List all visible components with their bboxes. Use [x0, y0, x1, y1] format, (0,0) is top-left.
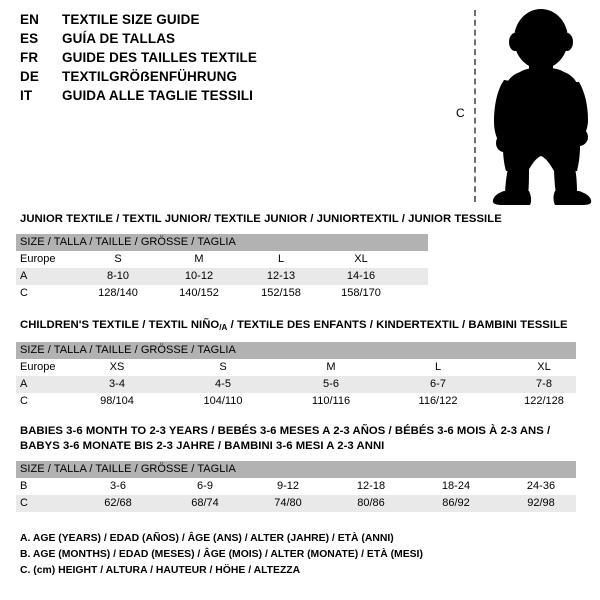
section-junior-title: JUNIOR TEXTILE / TEXTIL JUNIOR/ TEXTILE …	[20, 213, 502, 225]
table-cell: 7-8	[536, 378, 552, 390]
language-text-en: TEXTILE SIZE GUIDE	[62, 12, 200, 27]
table-cell: 80/86	[357, 497, 385, 509]
table-cell: 10-12	[184, 270, 214, 282]
babies-row-c: C 62/68 68/74 74/80 80/86 86/92 92/98	[16, 495, 576, 512]
babies-row-b: B 3-6 6-9 9-12 12-18 18-24 24-36	[0, 478, 600, 495]
table-cell: 122/128	[524, 395, 564, 407]
language-header: EN TEXTILE SIZE GUIDE ES GUÍA DE TALLAS …	[20, 12, 440, 107]
table-cell: 18-24	[441, 480, 471, 492]
children-size-header-row: SIZE / TALLA / TAILLE / GRÖSSE / TAGLIA	[16, 342, 576, 359]
children-row-c: C 98/104 104/110 110/116 116/122 122/128	[0, 393, 600, 410]
table-cell: 6-7	[430, 378, 446, 390]
children-row-c-label: C	[20, 395, 28, 407]
table-cell: M	[194, 253, 204, 265]
junior-row-europe-label: Europe	[20, 253, 56, 265]
table-cell: 3-6	[110, 480, 126, 492]
table-cell: 12-18	[356, 480, 386, 492]
section-babies: BABIES 3-6 MONTH TO 2-3 YEARS / BEBÉS 3-…	[0, 424, 600, 512]
babies-row-b-label: B	[20, 480, 28, 492]
table-cell: M	[326, 361, 336, 373]
table-cell: 152/158	[261, 287, 301, 299]
toddler-silhouette-icon	[492, 9, 592, 205]
language-code-de: DE	[20, 69, 39, 84]
section-babies-title-line1: BABIES 3-6 MONTH TO 2-3 YEARS / BEBÉS 3-…	[20, 425, 551, 437]
children-row-a: A 3-4 4-5 5-6 6-7 7-8	[16, 376, 576, 393]
junior-size-header-label: SIZE / TALLA / TAILLE / GRÖSSE / TAGLIA	[20, 236, 236, 248]
section-junior: JUNIOR TEXTILE / TEXTIL JUNIOR/ TEXTILE …	[0, 212, 600, 302]
children-row-europe: Europe XS S M L XL	[0, 359, 600, 376]
language-text-de: TEXTILGRÖẞENFÜHRUNG	[62, 69, 238, 84]
section-children: CHILDREN'S TEXTILE / TEXTIL NIÑO/A / TEX…	[0, 318, 600, 410]
junior-size-table: SIZE / TALLA / TAILLE / GRÖSSE / TAGLIA …	[0, 234, 600, 302]
junior-row-europe: Europe S M L XL	[0, 251, 600, 268]
babies-size-header-row: SIZE / TALLA / TAILLE / GRÖSSE / TAGLIA	[16, 461, 576, 478]
table-cell: L	[277, 253, 285, 265]
legend-block: A. AGE (YEARS) / EDAD (AÑOS) / ÂGE (ANS)…	[20, 531, 580, 579]
table-cell: S	[219, 361, 227, 373]
height-measure-label: C	[456, 106, 465, 120]
table-cell: 74/80	[274, 497, 302, 509]
section-children-title-post: / TEXTILE DES ENFANTS / KINDERTEXTIL / B…	[227, 319, 568, 331]
table-cell: 5-6	[323, 378, 339, 390]
section-children-title-pre: CHILDREN'S TEXTILE / TEXTIL NIÑO	[20, 319, 220, 331]
table-cell: 116/122	[418, 395, 458, 407]
language-row-fr: FR GUIDE DES TAILLES TEXTILE	[20, 50, 440, 69]
junior-row-c-label: C	[20, 287, 28, 299]
table-cell: XL	[354, 253, 368, 265]
language-code-es: ES	[20, 31, 39, 46]
table-cell: 12-13	[266, 270, 296, 282]
children-size-header-label: SIZE / TALLA / TAILLE / GRÖSSE / TAGLIA	[20, 344, 236, 356]
language-code-en: EN	[20, 12, 39, 27]
table-cell: 4-5	[215, 378, 231, 390]
table-cell: 104/110	[203, 395, 243, 407]
table-cell: 98/104	[100, 395, 134, 407]
children-size-table: SIZE / TALLA / TAILLE / GRÖSSE / TAGLIA …	[0, 342, 600, 410]
children-row-a-label: A	[20, 378, 28, 390]
children-row-europe-label: Europe	[20, 361, 56, 373]
height-diagram: C	[440, 0, 600, 210]
height-dashed-line	[474, 10, 476, 202]
language-text-es: GUÍA DE TALLAS	[62, 31, 176, 46]
table-cell: 9-12	[276, 480, 300, 492]
table-cell: S	[114, 253, 122, 265]
section-children-title-sub: /A	[219, 323, 228, 332]
junior-row-a-label: A	[20, 270, 28, 282]
section-babies-title-line2: BABYS 3-6 MONATE BIS 2-3 JAHRE / BAMBINI…	[20, 440, 385, 452]
junior-size-header-row: SIZE / TALLA / TAILLE / GRÖSSE / TAGLIA	[16, 234, 428, 251]
language-code-it: IT	[20, 88, 33, 103]
table-cell: 6-9	[197, 480, 213, 492]
table-cell: 14-16	[346, 270, 376, 282]
language-code-fr: FR	[20, 50, 39, 65]
language-text-it: GUIDA ALLE TAGLIE TESSILI	[62, 88, 253, 103]
language-row-it: IT GUIDA ALLE TAGLIE TESSILI	[20, 88, 440, 107]
table-cell: 158/170	[341, 287, 381, 299]
table-cell: 24-36	[526, 480, 556, 492]
table-cell: XS	[109, 361, 125, 373]
babies-row-c-label: C	[20, 497, 28, 509]
babies-size-table: SIZE / TALLA / TAILLE / GRÖSSE / TAGLIA …	[0, 461, 600, 512]
section-children-title: CHILDREN'S TEXTILE / TEXTIL NIÑO/A / TEX…	[20, 318, 600, 335]
language-row-es: ES GUÍA DE TALLAS	[20, 31, 440, 50]
table-cell: 3-4	[109, 378, 125, 390]
table-cell: 110/116	[311, 395, 351, 407]
table-cell: 92/98	[527, 497, 555, 509]
legend-line-a: A. AGE (YEARS) / EDAD (AÑOS) / ÂGE (ANS)…	[20, 533, 394, 544]
legend-line-b: B. AGE (MONTHS) / EDAD (MESES) / ÂGE (MO…	[20, 549, 423, 560]
babies-size-header-label: SIZE / TALLA / TAILLE / GRÖSSE / TAGLIA	[20, 463, 236, 475]
table-cell: 68/74	[191, 497, 219, 509]
language-row-de: DE TEXTILGRÖẞENFÜHRUNG	[20, 69, 440, 88]
table-cell: 128/140	[98, 287, 138, 299]
language-row-en: EN TEXTILE SIZE GUIDE	[20, 12, 440, 31]
table-cell: 86/92	[442, 497, 470, 509]
legend-line-c: C. (cm) HEIGHT / ALTURA / HAUTEUR / HÖHE…	[20, 565, 301, 576]
table-cell: 140/152	[179, 287, 219, 299]
table-cell: 62/68	[104, 497, 132, 509]
junior-row-a: A 8-10 10-12 12-13 14-16	[16, 268, 428, 285]
table-cell: 8-10	[106, 270, 130, 282]
junior-row-c: C 128/140 140/152 152/158 158/170	[0, 285, 600, 302]
table-cell: XL	[537, 361, 551, 373]
table-cell: L	[434, 361, 442, 373]
language-text-fr: GUIDE DES TAILLES TEXTILE	[62, 50, 258, 65]
